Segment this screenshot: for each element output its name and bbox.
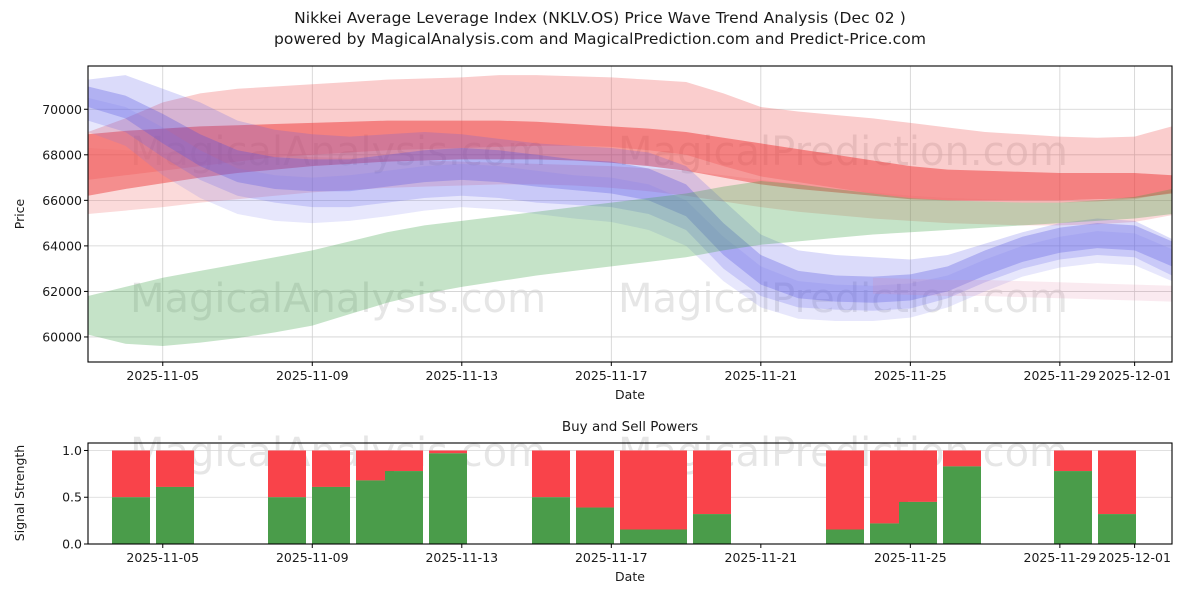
sell-power-bar xyxy=(1054,450,1092,472)
buy-power-bar xyxy=(532,497,570,544)
y-tick-label: 70000 xyxy=(42,102,82,117)
buy-power-bar xyxy=(870,523,908,544)
x-tick-label: 2025-11-05 xyxy=(126,368,199,383)
main-x-axis-label: Date xyxy=(615,387,645,402)
buy-power-bar xyxy=(943,466,981,544)
main-price-axes: MagicalAnalysis.com MagicalPrediction.co… xyxy=(12,65,1173,402)
buy-sell-plot-border xyxy=(87,442,1173,545)
main-plot-border xyxy=(87,65,1173,363)
buy-power-bar xyxy=(899,501,937,544)
main-x-tick-labels: 2025-11-05 2025-11-09 2025-11-13 2025-11-17… xyxy=(126,362,1171,383)
buy-power-bar xyxy=(576,507,614,544)
buy-power-bar xyxy=(649,529,687,544)
buy-power-bar xyxy=(826,529,864,544)
buy-power-bar xyxy=(385,471,423,544)
bars-y-tick-label: 0.5 xyxy=(62,490,82,505)
buy-sell-y-axis-label: Signal Strength xyxy=(12,445,27,541)
x-tick-label: 2025-11-13 xyxy=(425,368,498,383)
x-tick-label: 2025-12-01 xyxy=(1098,368,1171,383)
main-gridlines xyxy=(88,66,1172,362)
bars-x-tick-label: 2025-11-17 xyxy=(575,550,648,565)
bars-x-tick-label: 2025-12-01 xyxy=(1098,550,1171,565)
y-tick-label: 62000 xyxy=(42,284,82,299)
x-tick-label: 2025-11-25 xyxy=(874,368,947,383)
buy-power-bar xyxy=(429,453,467,544)
y-tick-label: 68000 xyxy=(42,147,82,162)
sell-power-bar xyxy=(385,450,423,472)
buy-sell-bars xyxy=(112,450,1136,544)
bars-y-tick-label: 1.0 xyxy=(62,443,82,458)
main-plot-background xyxy=(88,66,1172,362)
buy-power-bar xyxy=(156,486,194,544)
main-wave-bands xyxy=(88,75,1172,347)
bars-y-tick-label: 0.0 xyxy=(62,537,82,552)
buy-power-bar xyxy=(1054,471,1092,544)
bars-x-tick-label: 2025-11-13 xyxy=(425,550,498,565)
sell-power-bar xyxy=(826,450,864,530)
main-y-tick-labels: 60000 62000 64000 66000 68000 70000 xyxy=(42,102,88,344)
sell-power-bar xyxy=(268,450,306,498)
band-wave-band-mid xyxy=(88,86,1172,303)
band-wave-band-outer xyxy=(88,75,1172,311)
buy-power-bar xyxy=(312,486,350,544)
buy-power-bar xyxy=(112,497,150,544)
sell-power-bar xyxy=(312,450,350,487)
figure-title-block: Nikkei Average Leverage Index (NKLV.OS) … xyxy=(0,8,1200,50)
band-resistance-band-inner xyxy=(88,120,1172,201)
buy-power-bar xyxy=(268,497,306,544)
bars-x-tick-label: 2025-11-21 xyxy=(725,550,798,565)
buy-sell-axes: Buy and Sell Powers MagicalAnalysis.com … xyxy=(12,419,1173,584)
buy-sell-x-axis-label: Date xyxy=(615,569,645,584)
sell-power-bar xyxy=(1098,450,1136,515)
band-resistance-band-low xyxy=(88,147,1172,226)
x-tick-label: 2025-11-17 xyxy=(575,368,648,383)
page-title: Nikkei Average Leverage Index (NKLV.OS) … xyxy=(294,9,906,27)
buy-sell-x-tick-labels: 2025-11-05 2025-11-09 2025-11-13 2025-11-17… xyxy=(126,544,1171,565)
main-y-axis-label: Price xyxy=(12,198,27,229)
sell-power-bar xyxy=(156,450,194,487)
x-tick-label: 2025-11-29 xyxy=(1024,368,1097,383)
buy-sell-y-tick-labels: 0.0 0.5 1.0 xyxy=(62,443,88,552)
band-wave-band-light xyxy=(88,97,1172,322)
watermark-right-bottom: MagicalPrediction.com xyxy=(618,276,1068,322)
band-support-band xyxy=(88,180,1172,347)
page-subtitle: powered by MagicalAnalysis.com and Magic… xyxy=(273,30,927,48)
sell-power-bar xyxy=(899,450,937,502)
buy-power-bar xyxy=(620,529,658,544)
bars-x-tick-label: 2025-11-25 xyxy=(874,550,947,565)
x-tick-label: 2025-11-09 xyxy=(276,368,349,383)
sell-power-bar xyxy=(112,450,150,498)
x-tick-label: 2025-11-21 xyxy=(725,368,798,383)
y-tick-label: 66000 xyxy=(42,193,82,208)
y-tick-label: 60000 xyxy=(42,329,82,344)
y-tick-label: 64000 xyxy=(42,238,82,253)
sell-power-bar xyxy=(693,450,731,515)
sell-power-bar xyxy=(576,450,614,508)
bars-x-tick-label: 2025-11-09 xyxy=(276,550,349,565)
buy-power-bar xyxy=(693,514,731,544)
sell-power-bar xyxy=(532,450,570,498)
sell-power-bar xyxy=(649,450,687,530)
bars-x-tick-label: 2025-11-05 xyxy=(126,550,199,565)
bars-x-tick-label: 2025-11-29 xyxy=(1024,550,1097,565)
buy-sell-title: Buy and Sell Powers xyxy=(562,419,698,435)
sell-power-bar xyxy=(429,450,467,454)
watermark-left-bottom: MagicalAnalysis.com xyxy=(130,276,546,322)
sell-power-bar xyxy=(943,450,981,467)
buy-power-bar xyxy=(1098,514,1136,544)
band-lower-prediction-band xyxy=(872,277,1172,302)
